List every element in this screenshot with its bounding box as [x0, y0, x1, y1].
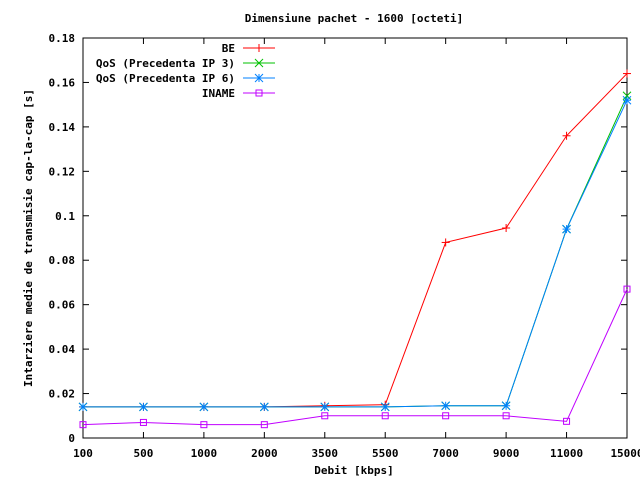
data-point — [320, 402, 330, 412]
x-tick-label: 9000 — [493, 447, 520, 460]
data-point — [139, 418, 147, 426]
y-axis-title: Intarziere medie de transmisie cap-la-ca… — [22, 89, 35, 387]
data-point — [259, 402, 269, 412]
data-point — [139, 402, 148, 412]
x-tick-label: 5500 — [372, 447, 399, 460]
series-line — [83, 100, 628, 408]
data-point — [562, 131, 571, 140]
x-tick-label: 1000 — [191, 447, 218, 460]
y-tick-label: 0 — [68, 432, 75, 445]
legend-label: INAME — [202, 87, 235, 100]
data-point — [623, 69, 631, 78]
data-point — [441, 401, 451, 411]
legend: BE QoS (Precedenta IP 3) QoS (Precedenta I… — [96, 42, 275, 100]
legend-item: QoS (Precedenta IP 3) — [96, 57, 275, 70]
x-axis: 100 500 1000 2000 3500 5500 7000 9000 11000 15000 — [73, 38, 640, 460]
legend-label: QoS (Precedenta IP 3) — [96, 57, 235, 70]
legend-item: QoS (Precedenta IP 6) — [96, 72, 275, 85]
data-point — [562, 224, 571, 234]
x-tick-label: 100 — [73, 447, 93, 460]
series-line — [83, 73, 628, 408]
y-tick-label: 0.1 — [55, 210, 75, 223]
series-layer — [78, 69, 632, 429]
data-point — [199, 402, 209, 412]
x-axis-title: Debit [kbps] — [314, 464, 393, 477]
y-axis: 0 0.02 0.04 0.06 0.08 0.1 0.12 0.14 0.16 0.18 — [49, 32, 627, 445]
legend-marker — [254, 58, 264, 68]
x-tick-label: 2000 — [251, 447, 278, 460]
y-tick-label: 0.16 — [49, 76, 76, 89]
x-tick-label: 7000 — [432, 447, 459, 460]
data-point — [622, 95, 632, 105]
legend-label: BE — [222, 42, 235, 55]
x-tick-label: 500 — [134, 447, 154, 460]
data-point — [79, 421, 87, 429]
data-point — [381, 412, 389, 420]
legend-marker — [254, 73, 264, 83]
series-be — [79, 69, 631, 411]
y-tick-label: 0.08 — [49, 254, 76, 267]
data-point — [442, 412, 450, 420]
y-tick-label: 0.14 — [49, 121, 76, 134]
legend-label: QoS (Precedenta IP 6) — [96, 72, 235, 85]
data-point — [622, 91, 632, 101]
x-tick-label: 15000 — [610, 447, 640, 460]
data-point — [321, 412, 329, 420]
data-point — [502, 224, 511, 232]
series-line — [82, 288, 628, 426]
data-point — [78, 402, 88, 412]
data-point — [200, 421, 208, 429]
x-tick-label: 11000 — [550, 447, 583, 460]
series-qos-precedenta-ip-3 — [78, 91, 632, 412]
legend-marker — [255, 44, 263, 52]
data-point — [441, 238, 450, 247]
data-point — [260, 421, 268, 429]
series-line — [83, 95, 628, 408]
data-point — [501, 401, 511, 411]
series-qos-precedenta-ip-6 — [78, 95, 632, 412]
plot-frame — [82, 37, 628, 439]
y-tick-label: 0.12 — [49, 165, 76, 178]
legend-marker — [255, 89, 263, 97]
legend-item: INAME — [202, 87, 275, 100]
y-tick-label: 0.06 — [49, 299, 76, 312]
data-point — [380, 402, 390, 412]
legend-item: BE — [222, 42, 275, 55]
y-tick-label: 0.18 — [49, 32, 76, 45]
chart-title: Dimensiune pachet - 1600 [octeti] — [245, 12, 464, 25]
data-point — [563, 417, 571, 425]
data-point — [623, 285, 631, 293]
x-tick-label: 3500 — [312, 447, 339, 460]
series-iname — [79, 285, 631, 429]
data-point — [502, 412, 510, 420]
y-tick-label: 0.04 — [49, 343, 76, 356]
y-tick-label: 0.02 — [49, 388, 76, 401]
